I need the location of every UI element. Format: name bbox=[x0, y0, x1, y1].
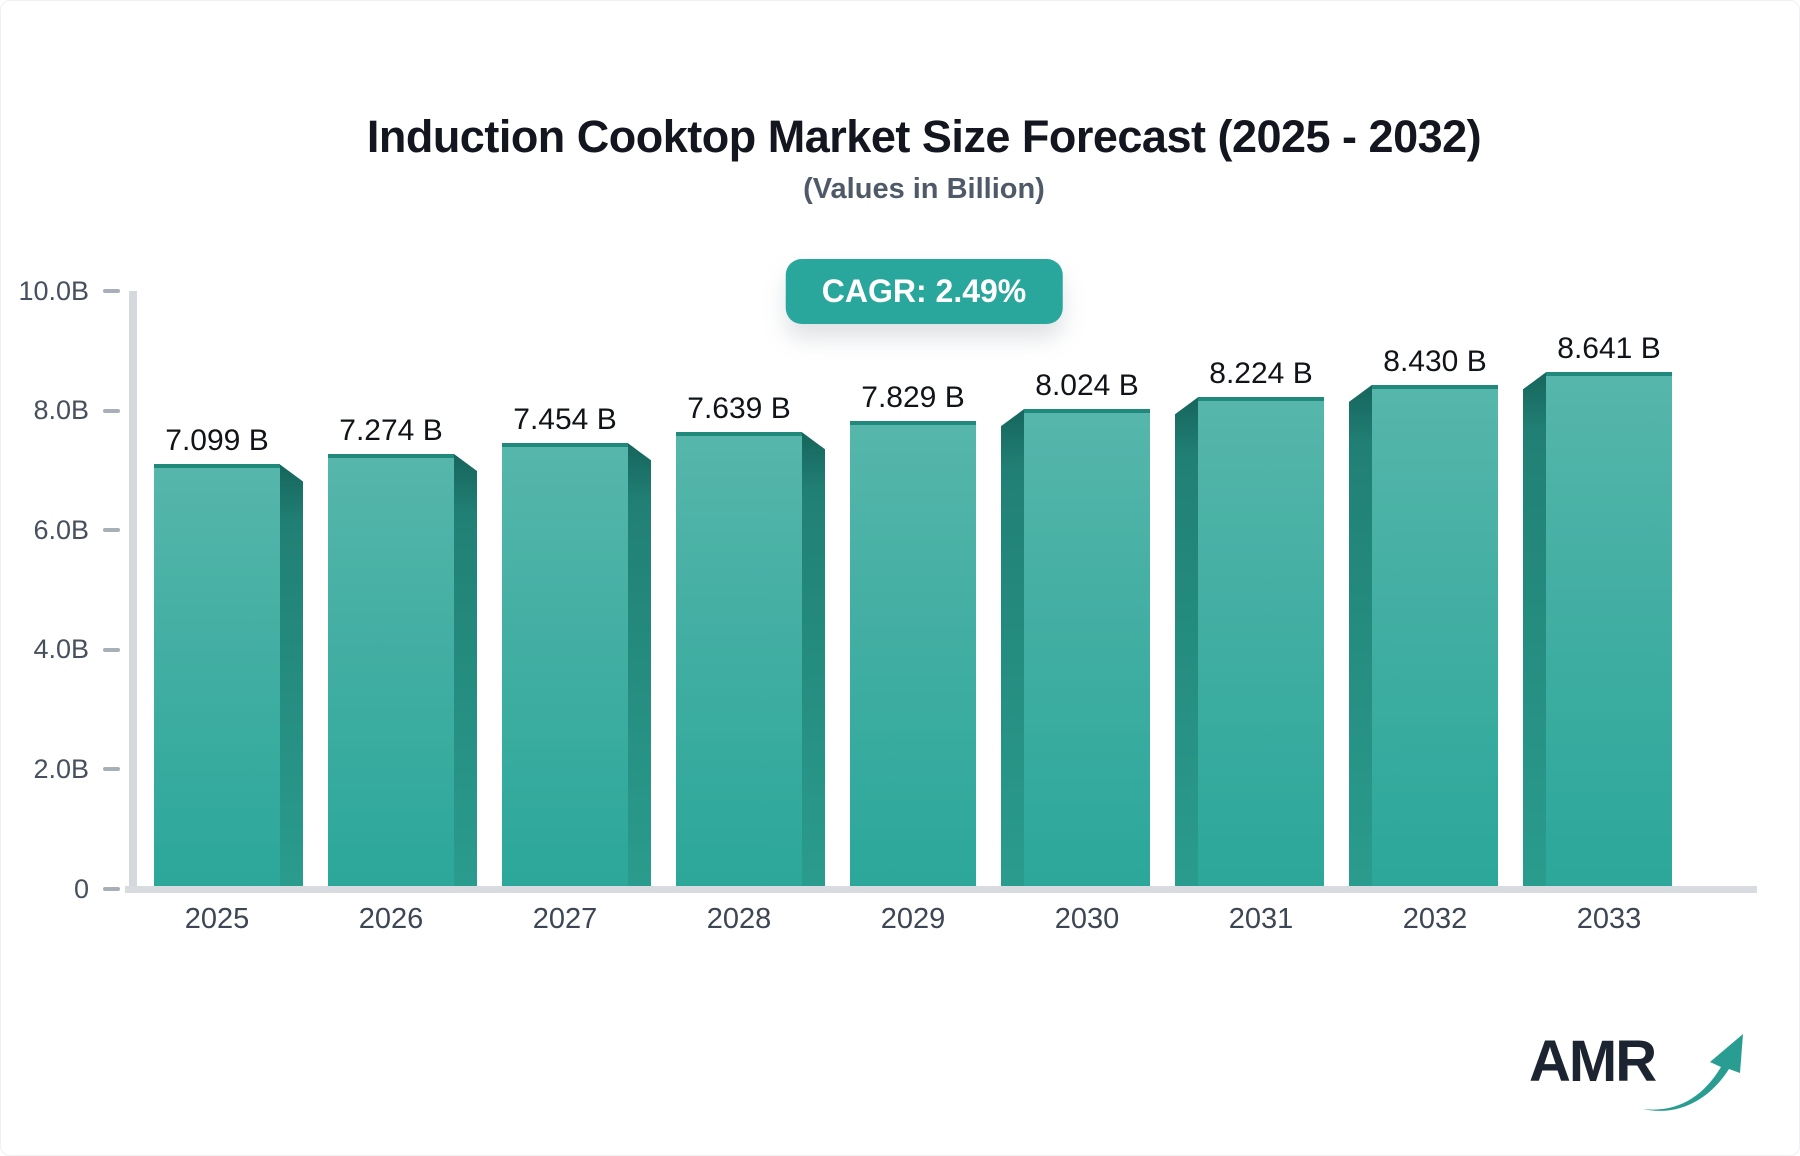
y-axis-tick-label: 2.0B bbox=[33, 753, 89, 784]
bar-side-face bbox=[1175, 397, 1198, 889]
bar-2032: 8.430 B bbox=[1349, 345, 1498, 889]
bar-value-label: 8.430 B bbox=[1383, 344, 1487, 378]
bar-side-face bbox=[1001, 409, 1024, 889]
y-axis-tick-mark bbox=[103, 528, 120, 533]
x-axis-label: 2031 bbox=[1228, 903, 1294, 935]
amr-logo: AMR bbox=[1529, 1033, 1751, 1119]
bar-value-label: 8.224 B bbox=[1209, 357, 1313, 391]
chart-subtitle: (Values in Billion) bbox=[803, 173, 1045, 205]
x-axis-label: 2027 bbox=[532, 903, 598, 935]
bar-side-face bbox=[280, 464, 303, 889]
bar-value-label: 8.024 B bbox=[1035, 369, 1139, 403]
y-axis-tick-label: 4.0B bbox=[33, 634, 89, 665]
y-axis-tick: 0 bbox=[1, 873, 120, 905]
bar-value-label: 7.639 B bbox=[687, 392, 791, 426]
bar-value-label: 7.829 B bbox=[861, 380, 965, 414]
bar-value-label: 7.099 B bbox=[165, 424, 269, 458]
bar-slot: 7.829 B bbox=[826, 291, 1000, 889]
y-axis-tick-mark bbox=[103, 767, 120, 772]
y-axis-tick-label: 6.0B bbox=[33, 514, 89, 545]
bar-2026: 7.274 B bbox=[328, 414, 477, 889]
bar-side-face bbox=[454, 454, 477, 889]
y-axis-tick: 10.0B bbox=[1, 275, 120, 307]
page-title: Induction Cooktop Market Size Forecast (… bbox=[366, 111, 1482, 162]
growth-arrow-icon bbox=[1643, 1034, 1744, 1111]
y-axis-tick: 8.0B bbox=[1, 395, 120, 427]
bar-value-label: 7.454 B bbox=[513, 403, 617, 437]
bar-slot: 7.274 B bbox=[304, 291, 478, 889]
x-axis: 2025 2026 2027 2028 2029 2030 2031 2032 2033 bbox=[130, 903, 1696, 936]
bar-slot: 7.639 B bbox=[652, 291, 826, 889]
y-axis-tick-mark bbox=[103, 887, 120, 891]
amr-logo-text: AMR bbox=[1529, 1029, 1657, 1094]
x-axis-label: 2030 bbox=[1054, 903, 1120, 935]
cagr-badge: CAGR: 2.49% bbox=[785, 259, 1063, 324]
x-axis-label: 2025 bbox=[184, 903, 250, 935]
bar-2025: 7.099 B bbox=[154, 424, 303, 889]
bar-slot: 8.430 B bbox=[1348, 291, 1522, 889]
bar-side-face bbox=[1523, 372, 1546, 889]
x-axis-label: 2033 bbox=[1576, 903, 1642, 935]
y-axis-tick-label: 10.0B bbox=[18, 275, 89, 306]
x-axis-line bbox=[125, 886, 1757, 893]
y-axis-tick-label: 0 bbox=[73, 873, 89, 904]
y-axis-line bbox=[129, 291, 137, 892]
x-axis-label: 2032 bbox=[1402, 903, 1468, 935]
cagr-badge-label: CAGR: 2.49% bbox=[821, 273, 1027, 309]
bar-value-label: 7.274 B bbox=[339, 414, 443, 448]
bar-2031: 8.224 B bbox=[1175, 357, 1324, 889]
bar-2029: 7.829 B bbox=[850, 381, 976, 889]
y-axis-tick-mark bbox=[103, 289, 120, 293]
bar-2030: 8.024 B bbox=[1001, 369, 1150, 889]
bar-slot: 8.224 B bbox=[1174, 291, 1348, 889]
bar-slot: 7.099 B bbox=[130, 291, 304, 889]
y-axis-tick-mark bbox=[103, 647, 120, 652]
y-axis-tick: 6.0B bbox=[1, 514, 120, 546]
bar-2033: 8.641 B bbox=[1523, 332, 1672, 889]
y-axis-tick-mark bbox=[103, 408, 120, 413]
bar-side-face bbox=[1349, 384, 1372, 889]
bar-side-face bbox=[802, 432, 825, 889]
bar-side-face bbox=[628, 443, 651, 889]
bar-slot: 8.641 B bbox=[1522, 291, 1696, 889]
y-axis-tick-label: 8.0B bbox=[33, 395, 89, 426]
bar-slot: 7.454 B bbox=[478, 291, 652, 889]
bar-2028: 7.639 B bbox=[676, 392, 825, 889]
y-axis-tick: 4.0B bbox=[1, 634, 120, 666]
y-axis-tick: 2.0B bbox=[1, 753, 120, 785]
x-axis-label: 2029 bbox=[880, 903, 946, 935]
bar-2027: 7.454 B bbox=[502, 403, 651, 889]
plot-area: 7.099 B 7.274 B 7.454 B 7.639 B 7.829 B 8.024… bbox=[130, 291, 1696, 889]
x-axis-label: 2028 bbox=[706, 903, 772, 935]
bar-slot: 8.024 B bbox=[1000, 291, 1174, 889]
bar-value-label: 8.641 B bbox=[1557, 332, 1661, 366]
x-axis-label: 2026 bbox=[358, 903, 424, 935]
